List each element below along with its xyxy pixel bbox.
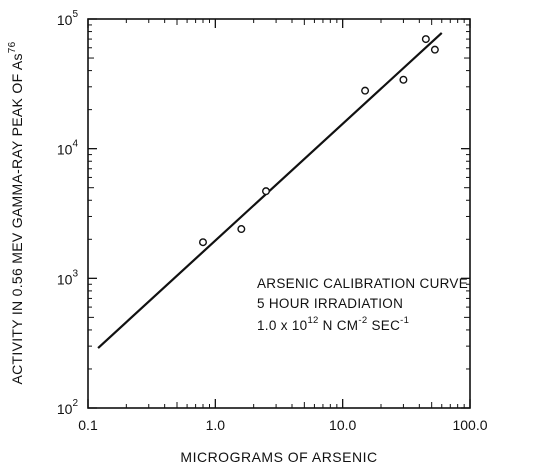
data-point — [237, 225, 246, 234]
annotation-line-2: 5 HOUR IRRADIATION — [257, 296, 403, 311]
x-tick-label: 1.0 — [206, 417, 226, 433]
x-tick-label: 0.1 — [78, 417, 98, 433]
annotation-line-3-pre: 1.0 x 10 — [257, 318, 307, 333]
y-axis-title-superscript: 76 — [7, 41, 18, 53]
annotation-line-3: 1.0 x 1012 N CM-2 SEC-1 — [257, 315, 409, 333]
data-point — [421, 35, 430, 44]
annotation-box: ARSENIC CALIBRATION CURVE 5 HOUR IRRADIA… — [257, 276, 468, 333]
annotation-line-3-exp2: -2 — [358, 315, 367, 326]
y-tick-label: 104 — [57, 139, 79, 158]
data-points — [198, 35, 439, 247]
y-axis-title: ACTIVITY IN 0.56 MEV GAMMA-RAY PEAK OF A… — [7, 41, 25, 384]
x-axis-title: MICROGRAMS OF ARSENIC — [180, 449, 377, 465]
y-tick-label: 102 — [57, 398, 79, 417]
y-tick-label: 103 — [57, 268, 79, 287]
data-point — [361, 86, 370, 95]
axis-ticks — [87, 18, 471, 409]
data-point — [198, 238, 207, 247]
annotation-line-3-post: SEC — [367, 318, 400, 333]
annotation-line-3-mid: N CM — [319, 318, 359, 333]
annotation-line-3-exp3: -1 — [400, 315, 409, 326]
x-tick-label: 100.0 — [452, 417, 487, 433]
data-point — [399, 75, 408, 84]
annotation-line-3-exp1: 12 — [307, 315, 318, 326]
tick-labels: 0.1 1.0 10.0 100.0 102 103 104 105 — [57, 9, 488, 433]
y-axis-title-main: ACTIVITY IN 0.56 MEV GAMMA-RAY PEAK OF A… — [9, 53, 25, 384]
plot-frame — [87, 18, 471, 409]
annotation-line-1: ARSENIC CALIBRATION CURVE — [257, 276, 468, 291]
x-tick-label: 10.0 — [329, 417, 356, 433]
y-tick-label: 105 — [57, 9, 79, 28]
data-point — [262, 187, 271, 196]
data-point — [430, 45, 439, 54]
